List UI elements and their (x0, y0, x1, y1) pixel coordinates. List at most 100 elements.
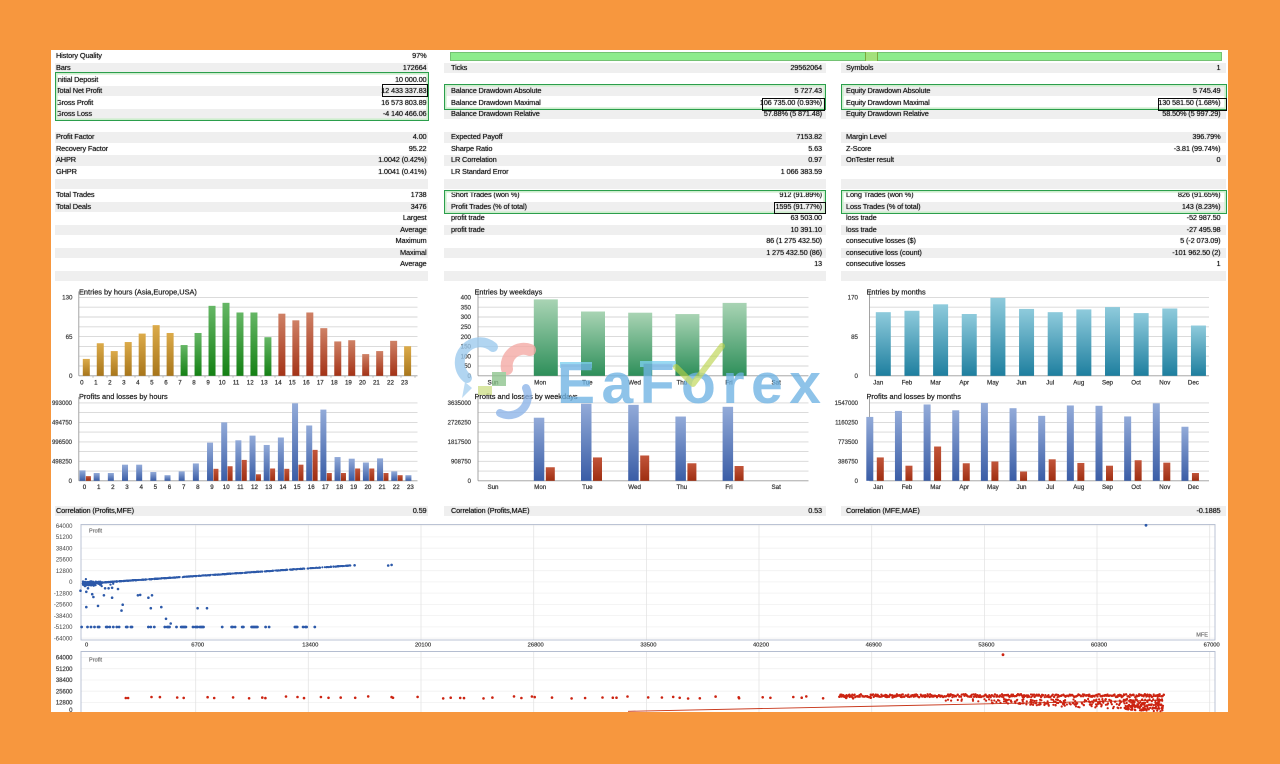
svg-text:Aug: Aug (1073, 380, 1085, 387)
svg-text:21: 21 (379, 484, 386, 491)
svg-text:Jul: Jul (1046, 380, 1054, 387)
svg-text:0: 0 (80, 380, 84, 387)
svg-text:498250: 498250 (52, 460, 73, 466)
svg-text:6: 6 (168, 484, 172, 491)
svg-text:11: 11 (233, 380, 240, 387)
svg-text:-64000: -64000 (54, 636, 73, 642)
svg-text:17: 17 (322, 484, 329, 491)
svg-text:Nov: Nov (1159, 380, 1171, 387)
svg-text:10: 10 (219, 380, 226, 387)
svg-text:3: 3 (122, 380, 126, 387)
svg-text:0: 0 (69, 580, 73, 586)
svg-text:Tue: Tue (582, 380, 593, 387)
svg-text:20: 20 (359, 380, 366, 387)
svg-text:Mar: Mar (930, 380, 941, 387)
svg-text:4: 4 (139, 484, 143, 491)
svg-text:18: 18 (336, 484, 343, 491)
svg-text:Sun: Sun (487, 484, 499, 491)
svg-text:494750: 494750 (52, 421, 73, 427)
svg-text:2: 2 (108, 380, 112, 387)
svg-text:MFE: MFE (1196, 633, 1208, 639)
svg-text:Sat: Sat (772, 484, 782, 491)
svg-text:170: 170 (848, 295, 859, 302)
svg-text:Jul: Jul (1046, 484, 1054, 491)
svg-text:Feb: Feb (902, 484, 913, 491)
svg-text:0: 0 (855, 479, 859, 485)
svg-text:51200: 51200 (56, 535, 73, 541)
svg-text:Oct: Oct (1131, 380, 1141, 387)
svg-text:0: 0 (69, 708, 73, 714)
svg-text:Wed: Wed (628, 484, 641, 491)
svg-text:-38400: -38400 (54, 614, 73, 620)
svg-text:400: 400 (461, 295, 472, 302)
svg-text:May: May (987, 380, 1000, 387)
svg-text:25600: 25600 (56, 689, 73, 695)
svg-text:12: 12 (251, 484, 258, 491)
svg-text:Fri: Fri (725, 380, 732, 387)
svg-text:5: 5 (150, 380, 154, 387)
svg-text:12800: 12800 (56, 569, 73, 575)
svg-text:2: 2 (111, 484, 115, 491)
svg-text:8: 8 (196, 484, 200, 491)
svg-text:64000: 64000 (56, 524, 73, 530)
svg-text:19: 19 (345, 380, 352, 387)
svg-text:130: 130 (62, 295, 73, 302)
svg-text:13: 13 (265, 484, 272, 491)
svg-text:0: 0 (69, 373, 73, 380)
svg-text:8: 8 (192, 380, 196, 387)
svg-text:Apr: Apr (959, 380, 969, 387)
svg-text:Entries by hours (Asia,Europe,: Entries by hours (Asia,Europe,USA) (79, 287, 197, 296)
svg-text:May: May (987, 484, 1000, 491)
svg-text:51200: 51200 (56, 667, 73, 673)
svg-text:15: 15 (289, 380, 296, 387)
svg-text:3635000: 3635000 (448, 401, 472, 407)
svg-text:13: 13 (261, 380, 268, 387)
svg-text:10: 10 (223, 484, 230, 491)
svg-text:4: 4 (136, 380, 140, 387)
svg-text:20: 20 (364, 484, 371, 491)
svg-text:33500: 33500 (640, 642, 656, 648)
svg-text:-51200: -51200 (54, 625, 73, 631)
svg-text:20100: 20100 (415, 642, 431, 648)
svg-text:14: 14 (279, 484, 286, 491)
svg-text:23: 23 (407, 484, 414, 491)
svg-text:7: 7 (182, 484, 186, 491)
svg-text:Tue: Tue (582, 484, 593, 491)
svg-text:Wed: Wed (628, 380, 641, 387)
svg-text:85: 85 (851, 334, 858, 341)
svg-text:38400: 38400 (56, 546, 73, 552)
svg-text:Sat: Sat (772, 380, 782, 387)
svg-text:0: 0 (85, 642, 88, 648)
svg-text:Profits and losses by months: Profits and losses by months (867, 392, 962, 401)
svg-text:3: 3 (125, 484, 129, 491)
svg-text:Jun: Jun (1017, 484, 1028, 491)
svg-text:Fri: Fri (725, 484, 732, 491)
svg-text:13400: 13400 (302, 642, 318, 648)
svg-text:67000: 67000 (1204, 642, 1220, 648)
svg-text:14: 14 (275, 380, 282, 387)
svg-text:Profit: Profit (89, 529, 103, 535)
svg-text:0: 0 (83, 484, 87, 491)
svg-text:Thu: Thu (676, 484, 687, 491)
svg-text:16: 16 (308, 484, 315, 491)
svg-text:Jun: Jun (1017, 380, 1028, 387)
svg-text:2726250: 2726250 (448, 421, 472, 427)
svg-text:Entries by months: Entries by months (867, 287, 926, 296)
svg-text:1160250: 1160250 (835, 421, 859, 427)
svg-text:Mon: Mon (534, 380, 547, 387)
svg-text:53600: 53600 (978, 642, 994, 648)
svg-text:1817500: 1817500 (448, 440, 472, 446)
svg-text:1: 1 (97, 484, 101, 491)
svg-text:6700: 6700 (191, 642, 204, 648)
svg-text:Jan: Jan (873, 380, 884, 387)
svg-text:25600: 25600 (56, 558, 73, 564)
svg-text:7: 7 (178, 380, 182, 387)
svg-text:Profits and losses by hours: Profits and losses by hours (79, 392, 168, 401)
svg-text:22: 22 (393, 484, 400, 491)
svg-text:12: 12 (247, 380, 254, 387)
svg-text:60300: 60300 (1091, 642, 1107, 648)
svg-text:9: 9 (206, 380, 210, 387)
svg-text:19: 19 (350, 484, 357, 491)
svg-text:100: 100 (461, 353, 472, 360)
svg-text:12800: 12800 (56, 701, 73, 707)
